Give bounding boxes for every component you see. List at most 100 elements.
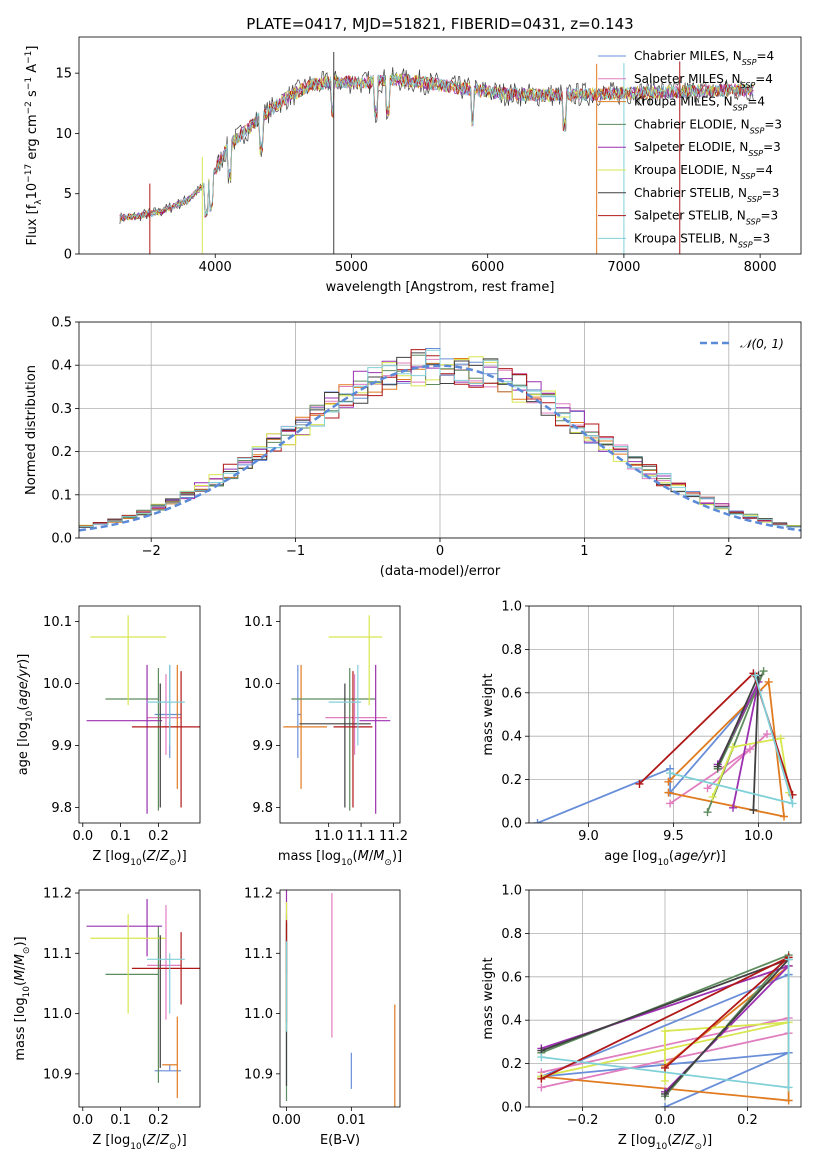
x-tick-label: 6000 (471, 260, 504, 275)
legend-entry-sub: SSP (741, 172, 756, 181)
x-tick-label: 1 (580, 544, 588, 559)
x-tick-label: 10.0 (744, 829, 773, 844)
x-tick-label: 0.2 (148, 829, 169, 844)
y-axis-label-part: age/yr (16, 662, 31, 705)
y-tick-label: 5 (64, 187, 72, 202)
x-axis-label-part: / (156, 849, 161, 864)
x-tick-label: 7000 (607, 260, 640, 275)
y-tick-label: 10 (55, 127, 72, 142)
weight-marker-3 (703, 808, 712, 817)
x-axis-label-part: ( (353, 849, 358, 864)
legend-entry-n: =4 (756, 49, 774, 63)
legend-entry: Salpeter ELODIE, NSSP=3 (634, 140, 781, 158)
x-axis-label-part: Z [log (92, 1133, 130, 1148)
x-axis-label-part: ( (142, 849, 147, 864)
x-axis-label-part: Z (146, 1133, 157, 1148)
y-tick-label: 1.0 (501, 884, 522, 899)
y-tick-label: 11.2 (43, 887, 72, 902)
legend-entry-sub: SSP (733, 103, 748, 112)
y-axis-label-part: mass [log (13, 997, 28, 1060)
x-tick-label: 0.0 (655, 1113, 676, 1128)
y-tick-label: 0.0 (501, 1101, 522, 1116)
y-tick-label: 0.2 (501, 1057, 522, 1072)
legend-entry-n: =3 (760, 209, 778, 223)
weight-marker-1 (746, 745, 754, 754)
x-axis-label-part: ( (667, 1133, 672, 1148)
weight-marker-6 (713, 762, 722, 771)
x-tick-label: 9.0 (578, 829, 599, 844)
y-tick-label: 0.8 (501, 643, 522, 658)
y-tick-label: 0.5 (51, 316, 72, 331)
axes-frame (78, 321, 802, 539)
weight-marker-8 (751, 671, 760, 680)
weight-marker-1 (666, 799, 675, 808)
x-axis-label-part: ⊙ (169, 858, 177, 868)
weight-marker-7 (635, 779, 644, 788)
weight-marker-1 (703, 784, 712, 793)
x-axis-label-part: M (373, 849, 384, 864)
y-tick-label: 0.1 (51, 488, 72, 503)
weight-marker-2 (664, 788, 673, 797)
x-axis-label-part: Z (146, 849, 157, 864)
x-axis-label-part: ⊙ (384, 858, 392, 868)
y-tick-label: 0.4 (51, 359, 72, 374)
legend-entry-n: =4 (747, 95, 765, 109)
x-axis-label: Z [log10(Z/Z⊙)] (618, 1133, 712, 1152)
y-axis-label-part: −17 (24, 164, 34, 183)
weight-marker-2 (664, 777, 673, 786)
y-axis-label-part: −2 (24, 101, 34, 114)
x-axis-label-part: Z (671, 1133, 682, 1148)
y-axis-label-part: ] (25, 46, 40, 51)
panel-spectrum: 4000 5000 6000 7000 8000 0 5 10 15 wavelength [An… (24, 36, 802, 295)
weight-marker-2 (784, 1096, 793, 1105)
y-tick-label: 11.2 (244, 887, 273, 902)
plot-area (86, 615, 200, 814)
gaussian-reference-curve (79, 364, 801, 532)
y-tick-label: 9.8 (252, 801, 273, 816)
weight-marker-7 (661, 1063, 669, 1072)
x-tick-label: 11.0 (314, 829, 343, 844)
panel-mass-vs-Z: 0.0 0.1 0.210.911.011.111.2Z [log10(Z/Z⊙)]… (13, 887, 201, 1152)
y-tick-label: 0.8 (501, 927, 522, 942)
legend-entry-n: =3 (763, 140, 781, 154)
plot-area (285, 890, 396, 1107)
panel-weight-vs-age: 9.0 9.5 10.0 0.0 0.2 0.4 0.6 0.8 1.0 age [log10(a… (481, 600, 802, 868)
axes-frame (78, 605, 201, 824)
x-tick-label: 0 (436, 544, 444, 559)
x-axis-label-part: 10 (130, 1142, 142, 1152)
x-axis-label-part: ( (142, 1133, 147, 1148)
weight-marker-6 (749, 805, 758, 814)
x-axis-label-part: M (358, 849, 369, 864)
x-axis-label: age [log10(age/yr)] (604, 849, 726, 868)
y-axis-label-part: )] (16, 654, 31, 664)
x-tick-label: 0.0 (72, 829, 93, 844)
y-tick-label: 0.6 (501, 970, 522, 985)
y-axis-label-part: 10 (25, 710, 35, 722)
legend-entry-sub: SSP (742, 58, 757, 67)
x-axis-label-part: Z (685, 1133, 696, 1148)
y-axis-label-part: ( (13, 981, 28, 986)
y-axis-label-part: age [log (16, 722, 31, 775)
legend-entry-sub: SSP (748, 149, 763, 158)
legend-entry-n: =3 (762, 186, 780, 200)
x-axis-label-part: )] (177, 849, 187, 864)
spectrum-series-6 (119, 67, 754, 225)
panel-weight-vs-Z: −0.2 0.0 0.20.00.20.40.60.81.0Z [log10(Z/Z… (481, 884, 802, 1152)
residual-histogram-8 (79, 349, 801, 528)
weight-marker-2 (780, 812, 788, 821)
x-axis-label-part: mass [log (278, 849, 341, 864)
y-axis-label-part: A (25, 64, 40, 77)
y-axis-label: Flux [fλ10−17 erg cm−2 s−1 A−1] (24, 46, 44, 246)
weight-line-0 (537, 690, 760, 823)
x-axis-label-part: )] (702, 1133, 712, 1148)
y-axis-label-part: Normed distribution (24, 365, 39, 495)
panel-age-vs-Z: 0.0 0.1 0.29.89.910.010.1Z [log10(Z/Z⊙)]ag… (16, 605, 201, 868)
legend-entry-n: =4 (755, 72, 773, 86)
legend-entry-sub: SSP (746, 217, 761, 226)
x-tick-label: −2 (142, 544, 161, 559)
legend-entry: Salpeter STELIB, NSSP=3 (634, 209, 778, 227)
x-tick-label: 5000 (335, 260, 368, 275)
weight-marker-0 (533, 819, 542, 823)
x-tick-label: 0.2 (148, 1113, 169, 1128)
